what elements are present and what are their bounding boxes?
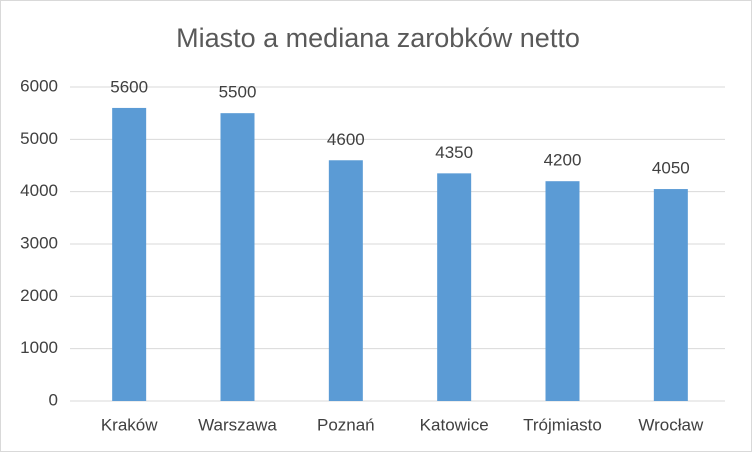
data-label: 4350	[435, 143, 473, 162]
bar	[437, 173, 472, 401]
y-tick-label: 1000	[20, 338, 58, 357]
bar	[545, 181, 580, 401]
x-tick-label: Trójmiasto	[523, 415, 602, 434]
x-tick-label: Wrocław	[638, 415, 704, 434]
y-tick-label: 4000	[20, 181, 58, 200]
data-label: 5600	[110, 77, 148, 96]
data-label: 4050	[652, 159, 690, 178]
y-tick-label: 2000	[20, 286, 58, 305]
chart-title: Miasto a mediana zarobków netto	[176, 23, 580, 53]
y-tick-label: 5000	[20, 129, 58, 148]
bar	[112, 107, 147, 401]
bar	[220, 113, 255, 402]
x-tick-label: Kraków	[101, 415, 158, 434]
data-label: 4200	[544, 151, 582, 170]
x-tick-label: Warszawa	[198, 415, 277, 434]
y-tick-label: 6000	[20, 76, 58, 95]
data-label: 5500	[219, 83, 257, 102]
data-label: 4600	[327, 130, 365, 149]
y-tick-label: 3000	[20, 233, 58, 252]
x-tick-label: Poznań	[317, 415, 375, 434]
x-tick-label: Katowice	[420, 415, 489, 434]
y-tick-label: 0	[49, 390, 58, 409]
bar	[328, 160, 363, 401]
bar	[653, 189, 688, 401]
